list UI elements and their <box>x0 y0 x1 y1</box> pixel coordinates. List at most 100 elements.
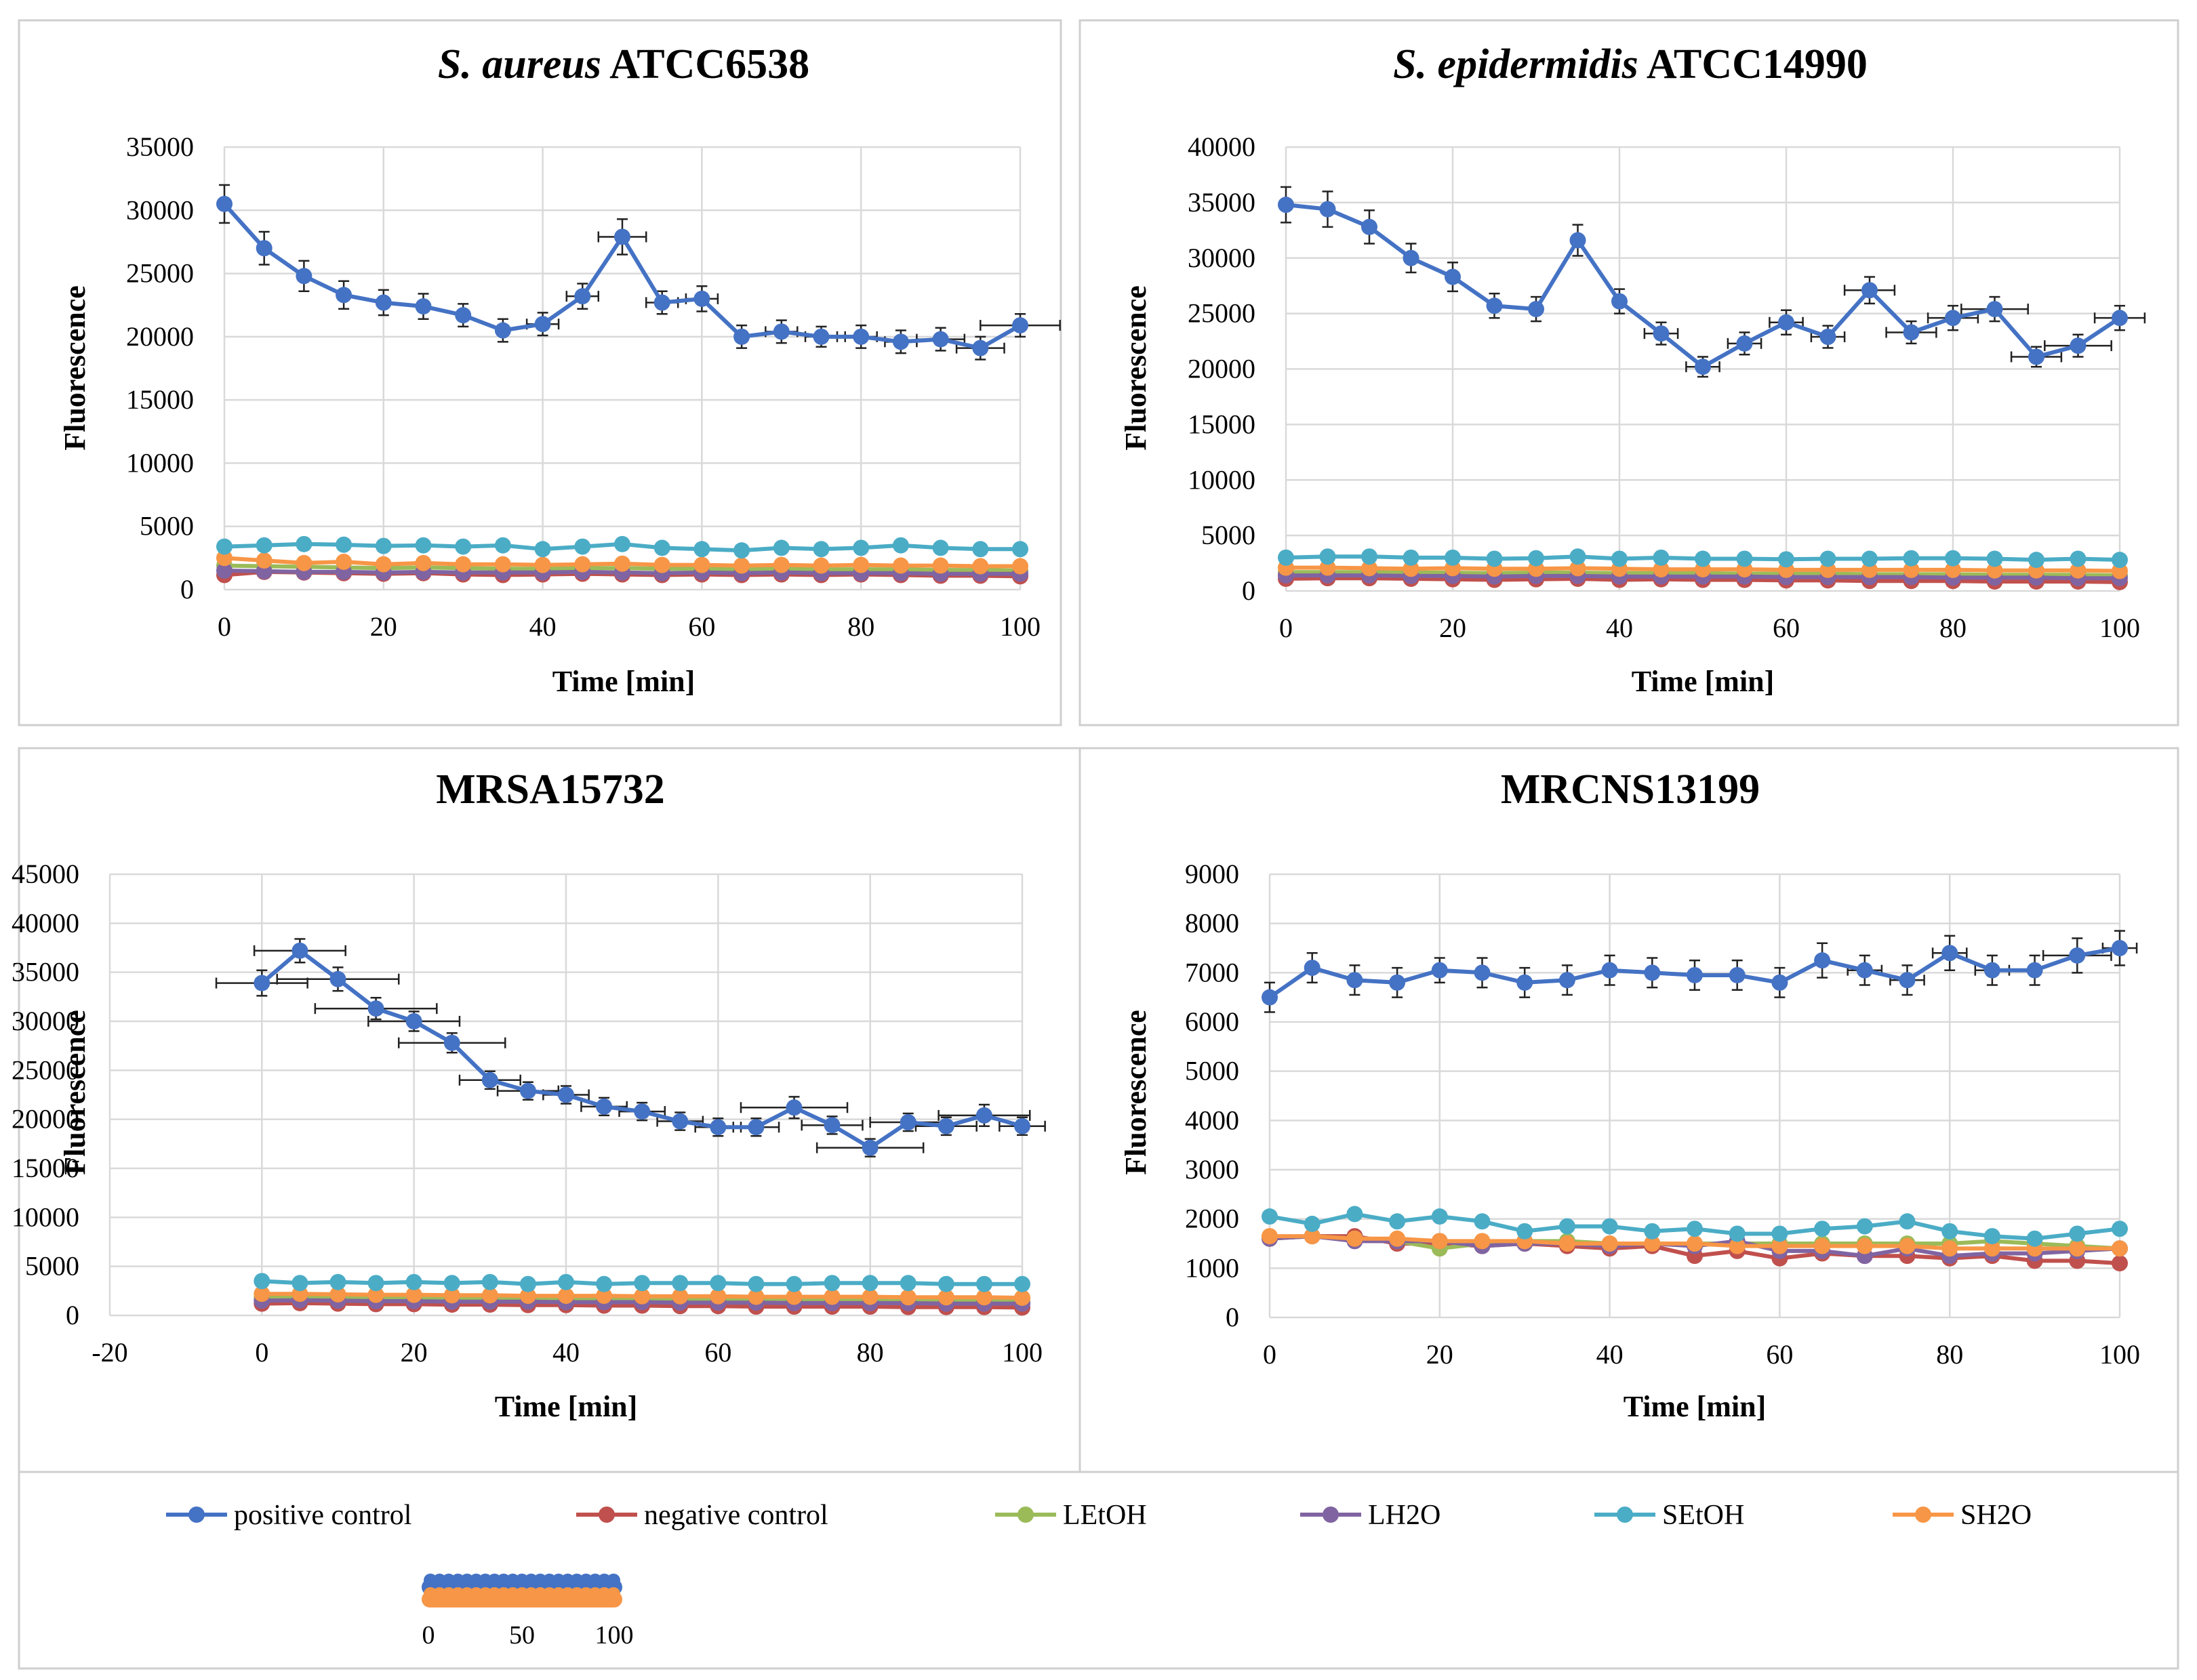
data-point <box>1319 201 1336 218</box>
data-point <box>813 541 830 558</box>
data-point <box>254 1286 270 1303</box>
data-point <box>972 541 989 558</box>
legend-marker <box>1017 1507 1034 1523</box>
data-point <box>1278 197 1294 213</box>
data-point <box>1486 550 1503 567</box>
data-point <box>853 328 870 345</box>
data-point <box>710 1288 727 1305</box>
data-point <box>1653 561 1670 578</box>
data-point <box>1983 962 2000 979</box>
data-point <box>1903 550 1920 567</box>
x-axis-label: Time [min] <box>495 1390 638 1423</box>
data-point <box>1771 974 1788 991</box>
x-tick-label: -20 <box>92 1337 127 1368</box>
data-point <box>1474 964 1491 981</box>
y-tick-label: 25000 <box>1188 298 1255 329</box>
series-sh2o <box>1262 1228 2128 1257</box>
data-point <box>1814 1237 1831 1254</box>
data-point <box>1516 974 1533 991</box>
data-point <box>733 542 750 559</box>
data-point <box>1986 550 2003 567</box>
data-point <box>900 1289 916 1306</box>
data-point <box>1262 1208 1278 1225</box>
x-tick-label: 80 <box>1936 1339 1963 1370</box>
data-point <box>443 1275 460 1292</box>
data-point <box>1819 329 1836 346</box>
data-point <box>1431 1208 1448 1225</box>
data-point <box>558 1086 574 1103</box>
data-point <box>415 554 432 571</box>
data-point <box>558 1288 574 1305</box>
data-point <box>2112 1221 2128 1237</box>
chart-title: MRSA15732 <box>436 766 665 813</box>
data-point <box>1445 549 1461 566</box>
data-point <box>1304 1228 1321 1245</box>
x-tick-label: 40 <box>1596 1339 1624 1370</box>
series-positive-control <box>1278 186 2146 378</box>
legend-item-sh2o: SH2O <box>1893 1500 2032 1531</box>
data-point <box>367 1286 384 1303</box>
chart-title-text: MRSA15732 <box>436 766 665 813</box>
data-point <box>2070 337 2087 354</box>
data-point <box>256 552 273 569</box>
data-point <box>1403 549 1419 566</box>
data-point <box>216 562 233 579</box>
data-point <box>900 1275 916 1292</box>
mini-tick-label: 0 <box>422 1621 435 1650</box>
x-tick-label: 20 <box>1439 613 1466 643</box>
data-point <box>519 1082 536 1099</box>
mini-point <box>607 1587 620 1601</box>
data-point <box>494 322 511 339</box>
error-bars <box>1281 186 2146 378</box>
data-point <box>972 558 989 575</box>
data-point <box>824 1288 841 1305</box>
y-tick-label: 20000 <box>1188 354 1255 384</box>
data-point <box>443 1034 460 1051</box>
data-point <box>1644 964 1661 981</box>
data-point <box>1941 945 1958 962</box>
data-point <box>1361 548 1377 565</box>
data-point <box>2028 552 2044 569</box>
data-point <box>1695 358 1711 375</box>
x-tick-label: 0 <box>1279 613 1293 643</box>
data-point <box>693 556 710 573</box>
data-point <box>367 1000 384 1017</box>
data-point <box>1528 550 1544 567</box>
data-point <box>534 556 551 573</box>
data-point <box>1558 1218 1575 1235</box>
data-point <box>1569 548 1586 565</box>
x-tick-label: 60 <box>1766 1339 1793 1370</box>
data-point <box>1736 550 1753 567</box>
data-point <box>2026 962 2043 979</box>
data-point <box>1012 317 1028 334</box>
data-point <box>1856 1218 1873 1235</box>
data-point <box>2069 1225 2086 1242</box>
data-point <box>1644 1223 1661 1239</box>
data-point <box>932 557 949 574</box>
data-point <box>813 557 830 574</box>
data-point <box>824 1275 841 1292</box>
data-point <box>1431 962 1448 979</box>
data-point <box>900 1114 916 1131</box>
legend-border <box>18 1471 2179 1670</box>
y-tick-label: 0 <box>1226 1302 1239 1332</box>
data-point <box>256 240 273 257</box>
data-point <box>938 1275 954 1292</box>
data-point <box>748 1275 765 1292</box>
y-tick-label: 25000 <box>126 258 194 289</box>
y-tick-label: 15000 <box>126 384 194 415</box>
data-point <box>748 1288 765 1305</box>
data-point <box>1736 335 1753 352</box>
data-point <box>1304 1215 1321 1232</box>
data-point <box>892 333 909 350</box>
y-tick-label: 5000 <box>1185 1056 1239 1086</box>
data-point <box>2028 348 2044 365</box>
data-point <box>975 1289 992 1306</box>
data-point <box>634 1275 651 1292</box>
series-setoh <box>254 1273 1030 1292</box>
data-point <box>1729 1237 1746 1254</box>
chart-title-italic: S. epidermidis <box>1393 41 1638 87</box>
data-point <box>2112 1255 2128 1272</box>
data-point <box>1695 550 1711 567</box>
